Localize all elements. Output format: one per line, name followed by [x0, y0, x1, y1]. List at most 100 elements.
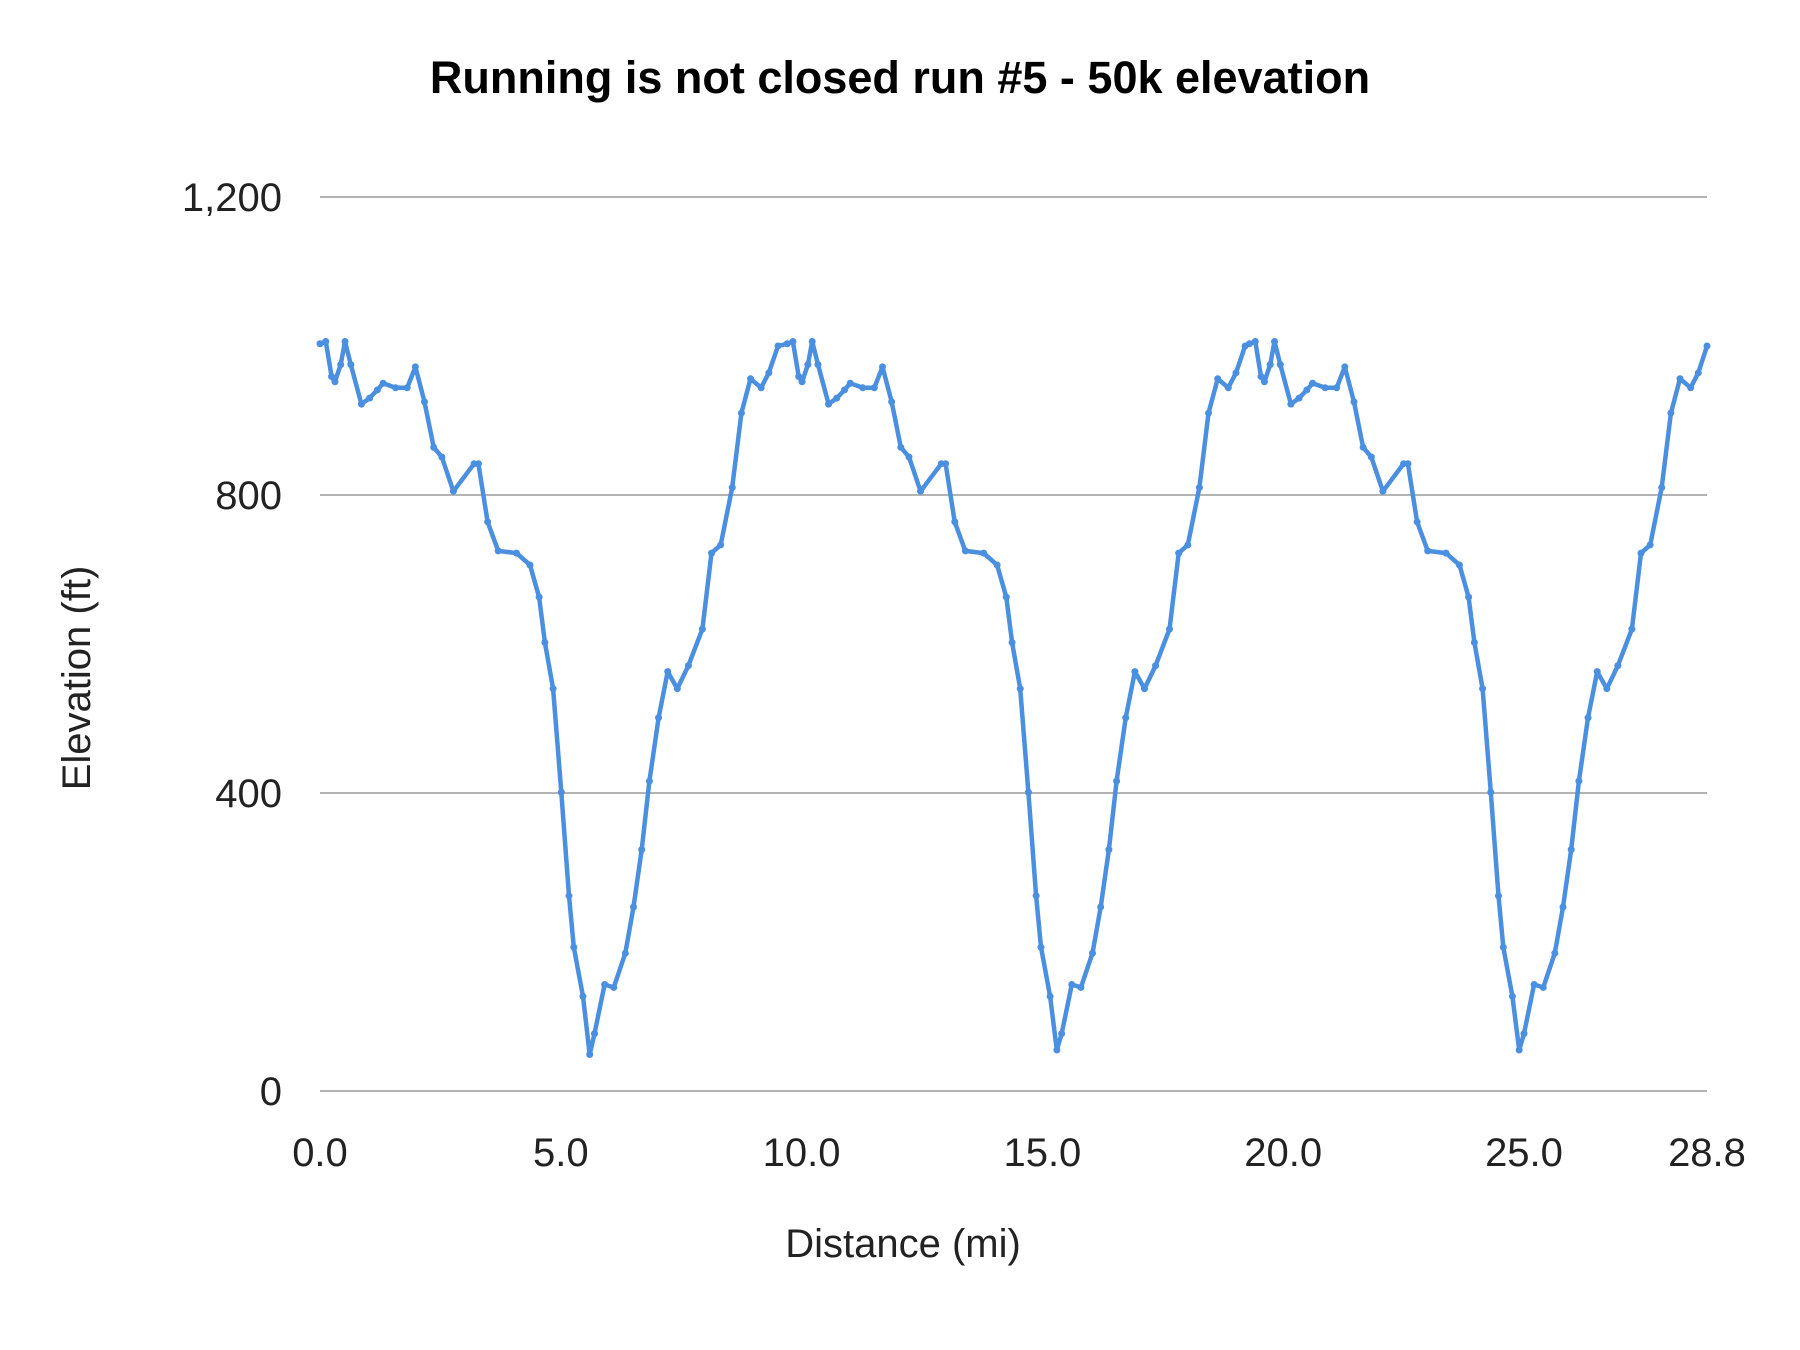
- data-point: [698, 625, 706, 633]
- data-point: [1251, 338, 1259, 346]
- data-point: [430, 443, 438, 451]
- data-point: [961, 547, 969, 555]
- data-point: [1295, 394, 1303, 402]
- data-point: [403, 384, 411, 392]
- data-point: [888, 398, 896, 406]
- data-point: [1646, 541, 1654, 549]
- data-point: [1559, 903, 1567, 911]
- data-point: [535, 593, 543, 601]
- data-point: [1271, 338, 1279, 346]
- data-point: [341, 338, 349, 346]
- data-point: [917, 487, 925, 495]
- data-point: [1584, 714, 1592, 722]
- data-point: [1122, 714, 1130, 722]
- data-point: [655, 714, 663, 722]
- data-point: [1487, 788, 1495, 796]
- data-point: [1303, 386, 1311, 394]
- data-point: [316, 340, 324, 348]
- data-point: [630, 903, 638, 911]
- data-point: [322, 338, 330, 346]
- data-point: [1097, 903, 1105, 911]
- chart-title: Running is not closed run #5 - 50k eleva…: [430, 52, 1370, 103]
- data-point: [1166, 625, 1174, 633]
- data-point: [579, 992, 587, 1000]
- data-point: [859, 384, 867, 392]
- data-point: [557, 788, 565, 796]
- x-tick-label: 0.0: [292, 1131, 348, 1175]
- data-point: [1287, 400, 1295, 408]
- data-point: [1232, 369, 1240, 377]
- data-point: [804, 361, 812, 369]
- data-point: [870, 384, 878, 392]
- elevation-line: [319, 339, 1710, 1057]
- x-tick-label: 15.0: [1003, 1131, 1081, 1175]
- data-point: [1309, 379, 1317, 387]
- data-point: [438, 453, 446, 461]
- data-point: [541, 639, 549, 647]
- data-point: [392, 384, 400, 392]
- data-point: [474, 460, 482, 468]
- data-point: [373, 386, 381, 394]
- x-tick-label: 5.0: [533, 1131, 589, 1175]
- data-point: [1257, 373, 1265, 381]
- data-point: [1224, 384, 1232, 392]
- data-point: [1367, 453, 1375, 461]
- data-point: [1175, 549, 1183, 557]
- data-point: [601, 980, 609, 988]
- data-point: [757, 384, 765, 392]
- data-point: [1614, 662, 1622, 670]
- data-point: [897, 443, 905, 451]
- data-point: [1539, 983, 1547, 991]
- data-point: [795, 373, 803, 381]
- x-tick-label: 28.8: [1668, 1131, 1746, 1175]
- data-point: [1628, 625, 1636, 633]
- data-point: [610, 983, 618, 991]
- y-tick-label: 1,200: [182, 176, 282, 220]
- data-point: [1413, 518, 1421, 526]
- data-point: [1494, 892, 1502, 900]
- data-point: [1515, 1046, 1523, 1054]
- data-point: [1637, 549, 1645, 557]
- data-point: [347, 361, 355, 369]
- data-point: [1687, 384, 1695, 392]
- y-axis-label: Elevation (ft): [55, 566, 99, 791]
- data-point: [1105, 846, 1113, 854]
- data-point: [357, 400, 365, 408]
- data-point: [1131, 668, 1139, 676]
- data-point: [993, 561, 1001, 569]
- data-point: [1593, 668, 1601, 676]
- data-point: [737, 409, 745, 417]
- data-point: [331, 378, 339, 386]
- data-point: [421, 398, 429, 406]
- data-point: [328, 373, 336, 381]
- data-point: [1260, 378, 1268, 386]
- data-point: [1508, 992, 1516, 1000]
- data-point: [1694, 369, 1702, 377]
- data-point: [846, 379, 854, 387]
- data-point: [664, 668, 672, 676]
- data-point: [1113, 777, 1121, 785]
- data-point: [1575, 777, 1583, 785]
- data-point: [1520, 1030, 1528, 1038]
- x-tick-label: 25.0: [1485, 1131, 1563, 1175]
- data-point: [449, 487, 457, 495]
- data-point: [798, 378, 806, 386]
- data-point: [774, 342, 782, 350]
- data-point: [1350, 398, 1358, 406]
- data-point: [1567, 846, 1575, 854]
- data-point: [1032, 892, 1040, 900]
- data-point: [673, 685, 681, 693]
- data-point: [808, 338, 816, 346]
- data-point: [549, 685, 557, 693]
- data-point: [980, 549, 988, 557]
- data-point: [833, 394, 841, 402]
- data-point: [1359, 443, 1367, 451]
- x-axis-label: Distance (mi): [785, 1222, 1021, 1266]
- data-point: [747, 375, 755, 383]
- data-point: [1603, 685, 1611, 693]
- data-point: [337, 361, 345, 369]
- data-point: [1530, 980, 1538, 988]
- data-point: [1442, 549, 1450, 557]
- data-point: [1016, 685, 1024, 693]
- data-point: [1551, 949, 1559, 957]
